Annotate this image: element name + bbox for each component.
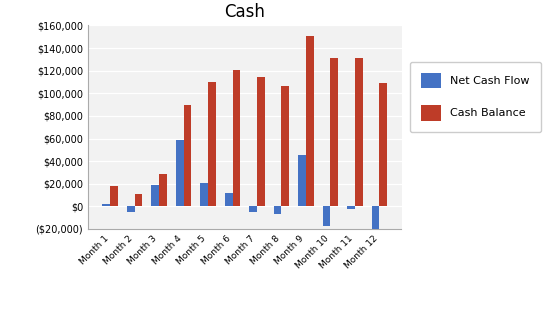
Bar [233, 70, 240, 206]
Bar [159, 174, 167, 206]
Bar [126, 206, 135, 212]
Bar [110, 186, 118, 206]
Bar [379, 83, 387, 206]
Bar [151, 185, 159, 206]
Bar [224, 193, 233, 206]
Bar [257, 78, 265, 206]
Bar [184, 105, 191, 206]
Bar [347, 206, 355, 209]
Title: Cash: Cash [224, 3, 265, 21]
Bar [135, 194, 142, 206]
Bar [323, 206, 331, 225]
Bar [372, 206, 379, 229]
Bar [200, 183, 208, 206]
Bar [306, 36, 314, 206]
Bar [298, 156, 306, 206]
Bar [274, 206, 282, 214]
Bar [175, 140, 184, 206]
Bar [355, 58, 363, 206]
Legend: Net Cash Flow, Cash Balance: Net Cash Flow, Cash Balance [410, 61, 541, 132]
Bar [102, 204, 110, 206]
Bar [208, 82, 216, 206]
Bar [249, 206, 257, 212]
Bar [282, 86, 289, 206]
Bar [331, 58, 338, 206]
